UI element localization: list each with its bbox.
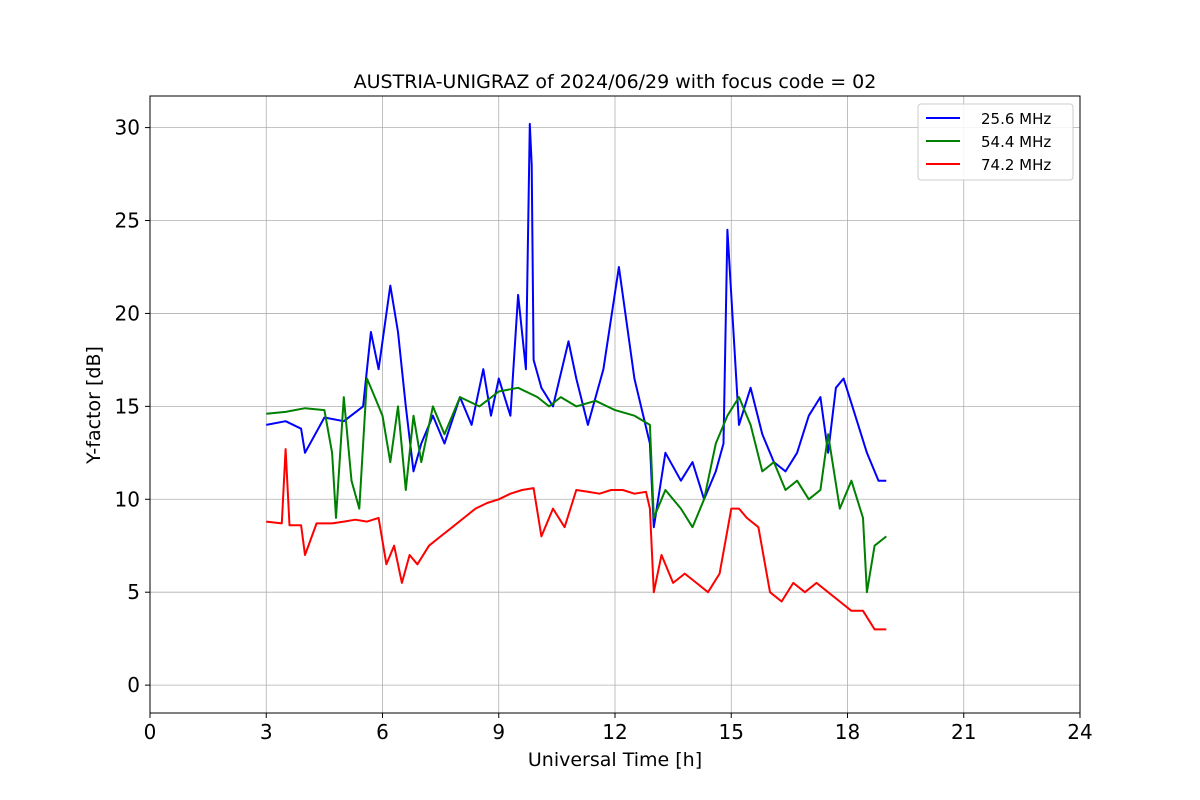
series-line-1 [266, 377, 887, 594]
x-axis-ticks: 0 3 6 9 12 15 18 21 24 [144, 713, 1093, 744]
y-tick-label: 15 [115, 394, 140, 418]
series-line-0 [266, 122, 887, 529]
legend-frame [917, 103, 1074, 181]
x-tick-label: 15 [719, 720, 744, 744]
x-tick-label: 3 [260, 720, 273, 744]
x-tick-label: 9 [492, 720, 505, 744]
y-tick-label: 30 [115, 116, 140, 140]
y-tick-label: 25 [115, 209, 140, 233]
legend-label: 74.2 MHz [981, 156, 1051, 174]
x-tick-label: 18 [835, 720, 860, 744]
y-tick-label: 20 [115, 301, 140, 325]
series-line-2 [266, 448, 887, 631]
x-tick-label: 0 [144, 720, 157, 744]
x-axis-label: Universal Time [h] [528, 749, 702, 771]
x-tick-label: 24 [1067, 720, 1092, 744]
legend-label: 54.4 MHz [981, 133, 1051, 151]
y-axis-ticks: 0 5 10 15 20 25 30 [115, 116, 150, 697]
legend: 25.6 MHz 54.4 MHz 74.2 MHz [917, 103, 1074, 181]
y-tick-label: 5 [127, 580, 140, 604]
y-tick-label: 0 [127, 673, 140, 697]
chart-title: AUSTRIA-UNIGRAZ of 2024/06/29 with focus… [354, 71, 877, 93]
x-tick-label: 21 [951, 720, 976, 744]
x-tick-label: 12 [602, 720, 627, 744]
x-tick-label: 6 [376, 720, 389, 744]
series-layer [266, 122, 887, 631]
y-axis-label: Y-factor [dB] [83, 346, 105, 465]
y-tick-label: 10 [115, 487, 140, 511]
legend-label: 25.6 MHz [981, 110, 1051, 128]
